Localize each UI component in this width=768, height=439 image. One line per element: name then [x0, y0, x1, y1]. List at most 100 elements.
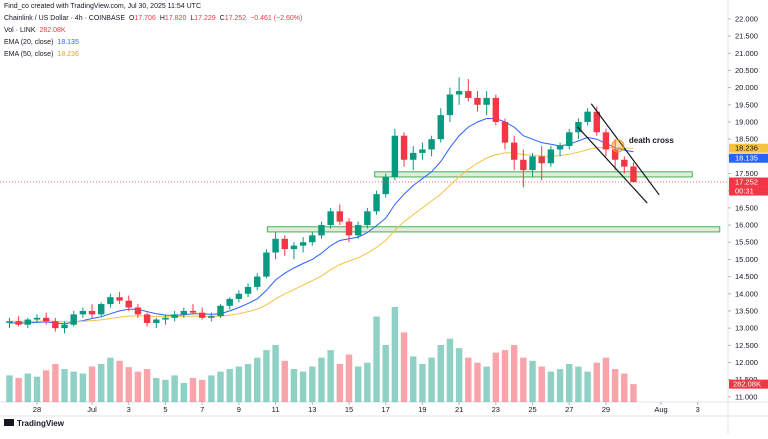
volume-bar [364, 362, 371, 402]
volume-bar [52, 364, 59, 402]
volume-bar [226, 369, 233, 402]
volume-bar [428, 357, 435, 402]
volume-bar [235, 366, 243, 402]
x-tick-label: 19 [418, 405, 426, 414]
x-tick-label: 13 [308, 405, 316, 414]
ohlc-value: 17.820 [165, 15, 187, 22]
volume-bar [189, 377, 197, 402]
candle-body [79, 310, 87, 315]
candle-body [584, 111, 591, 122]
candle-body [400, 135, 408, 160]
candle-body [446, 94, 454, 116]
candle-body [309, 235, 316, 243]
price-label: 17.252 [735, 178, 758, 187]
ohlc-value: 17.229 [194, 15, 216, 22]
volume-bar [345, 354, 353, 402]
candle-body [593, 111, 600, 133]
ema20-name: EMA (20, close) [4, 39, 53, 46]
volume-bar [630, 384, 637, 402]
volume-bar [79, 373, 87, 402]
candle-body [52, 321, 59, 329]
annotation: death cross [629, 136, 674, 145]
candle-body [318, 225, 325, 236]
y-tick-label: 16.000 [735, 221, 758, 230]
candle-body [98, 304, 105, 315]
x-tick-label: 15 [345, 405, 353, 414]
candle-body [198, 312, 206, 318]
y-tick-label: 13.000 [735, 324, 758, 333]
volume-bar [373, 316, 380, 402]
volume-bar [492, 352, 500, 402]
volume-bar [621, 373, 628, 402]
y-tick-label: 12.000 [735, 358, 758, 367]
candle-body [474, 97, 481, 105]
credit: Find_co created with TradingView.com, Ju… [4, 3, 201, 10]
candle-body [281, 238, 288, 250]
candle-body [566, 132, 573, 147]
candle-body [556, 146, 564, 150]
candle-body [373, 194, 380, 212]
volume-bar [520, 357, 527, 402]
candle-body [345, 221, 353, 236]
ohlc-key: H [160, 15, 165, 22]
x-tick-label: 25 [528, 405, 536, 414]
ema50-name: EMA (50, close) [4, 51, 53, 58]
x-tick-label: 23 [492, 405, 500, 414]
volume-bar [318, 357, 325, 402]
volume-bar [116, 360, 123, 402]
candle-body [419, 149, 426, 153]
volume-bar [474, 362, 481, 402]
volume-bar [143, 369, 151, 402]
volume-bar [244, 364, 252, 402]
volume-legend: Vol · LINK 282.08K [4, 27, 66, 34]
x-tick-label: 29 [602, 405, 610, 414]
candle-body [226, 298, 233, 306]
candle-body [272, 238, 279, 253]
candle-body [492, 97, 500, 122]
volume-bar [61, 369, 68, 402]
ohlc-key: O [129, 15, 135, 22]
candle-body [42, 317, 50, 322]
y-tick-label: 14.500 [735, 272, 758, 281]
candle-body [88, 310, 96, 315]
x-tick-label: 17 [382, 405, 390, 414]
candle-body [630, 166, 637, 183]
volume-bar [208, 375, 215, 402]
volume-bar [290, 369, 298, 402]
volume-bar [437, 345, 444, 402]
candle-body [547, 149, 555, 164]
countdown-box [729, 186, 768, 196]
volume-value: 282.08K [40, 27, 66, 34]
y-tick-label: 15.000 [735, 255, 758, 264]
y-tick-label: 21.000 [735, 49, 758, 58]
volume-bar [510, 345, 518, 402]
volume-bar [272, 345, 279, 402]
volume-bar [217, 371, 224, 402]
candle-body [153, 319, 160, 323]
x-tick-label: Aug [654, 405, 667, 414]
volume-bar [153, 377, 160, 402]
logo-icon [4, 419, 14, 426]
y-tick-label: 14.000 [735, 289, 758, 298]
volume-bar [171, 375, 178, 402]
ohlc-key: C [220, 15, 225, 22]
footer-logo: TradingView [4, 419, 65, 428]
candle-body [263, 252, 270, 277]
ohlc-value: 17.252 [225, 15, 247, 22]
trendline [577, 126, 648, 204]
volume-bar [281, 360, 288, 402]
candle-body [24, 319, 32, 325]
ema20-value: 18.135 [57, 39, 79, 46]
y-tick-label: 15.500 [735, 238, 758, 247]
candle-body [510, 142, 518, 160]
volume-bar [465, 357, 472, 402]
ohlc-value: 17.706 [134, 15, 156, 22]
symbol: Chainlink / US Dollar · 4h · COINBASE [4, 15, 125, 22]
volume-bar [70, 371, 77, 402]
volume-bar [98, 364, 105, 402]
x-tick-label: 21 [455, 405, 463, 414]
volume-bar [125, 367, 132, 402]
volume-bar [611, 369, 619, 402]
change: −0.461 (−2.60%) [250, 15, 302, 22]
